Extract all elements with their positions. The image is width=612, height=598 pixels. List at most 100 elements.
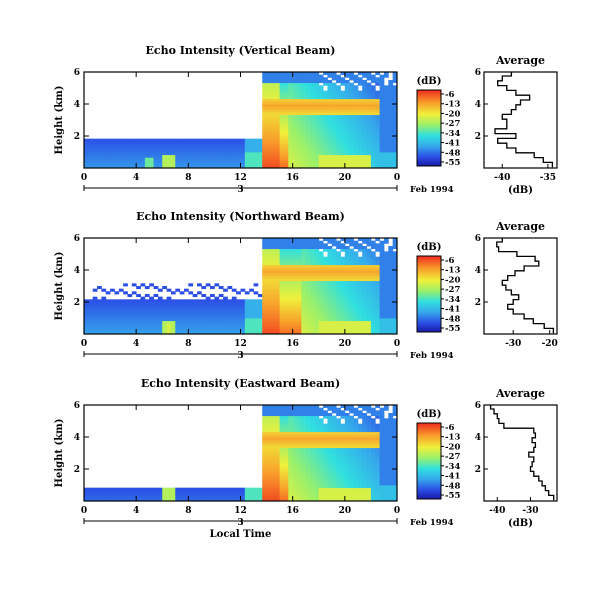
heatmap-cell — [262, 442, 267, 446]
heatmap-cell — [101, 160, 107, 164]
heatmap-cell — [375, 144, 381, 148]
heatmap-cell — [366, 410, 372, 414]
heatmap-cell — [244, 326, 250, 330]
heatmap-cell — [331, 77, 337, 81]
heatmap-cell — [231, 320, 237, 324]
heatmap-cell — [144, 146, 150, 150]
heatmap-cell — [318, 286, 324, 290]
heatmap-cell — [288, 447, 294, 451]
average-profile-point — [501, 77, 503, 79]
heatmap-cell — [279, 246, 285, 250]
heatmap-cell — [318, 498, 324, 502]
heatmap-cell — [314, 267, 320, 271]
heatmap-cell — [197, 331, 202, 335]
heatmap-cell — [192, 320, 198, 324]
heatmap-cell — [266, 490, 272, 494]
heatmap-cell — [318, 130, 324, 134]
x-tick-label: 16 — [286, 506, 299, 516]
heatmap-cell — [92, 299, 98, 303]
heatmap-cell — [362, 288, 367, 292]
heatmap-cell — [297, 259, 302, 263]
heatmap-cell — [336, 447, 341, 451]
heatmap-cell — [357, 157, 363, 161]
heatmap-cell — [336, 243, 341, 247]
heatmap-cell — [340, 149, 346, 153]
heatmap-cell — [201, 331, 207, 335]
heatmap-cell — [227, 302, 233, 306]
heatmap-cell — [262, 120, 267, 124]
heatmap-cell — [379, 74, 385, 78]
heatmap-cell — [279, 307, 285, 311]
heatmap-cell — [375, 405, 381, 409]
heatmap-cell — [188, 165, 194, 169]
heatmap-cell — [310, 138, 315, 142]
heatmap-cell — [388, 262, 394, 266]
heatmap-cell — [266, 138, 272, 142]
heatmap-cell — [331, 238, 337, 242]
heatmap-cell — [305, 291, 311, 295]
heatmap-cell — [336, 162, 341, 166]
heatmap-cell — [344, 138, 350, 142]
heatmap-cell — [288, 474, 294, 478]
heatmap-cell — [266, 439, 272, 443]
heatmap-cell — [370, 461, 376, 465]
heatmap-cell — [283, 413, 289, 417]
heatmap-cell — [253, 299, 259, 303]
heatmap-cell — [314, 128, 320, 132]
heatmap-cell — [136, 146, 141, 150]
heatmap-cell — [362, 256, 367, 260]
heatmap-cell — [197, 149, 202, 153]
heatmap-cell — [275, 82, 281, 86]
heatmap-cell — [379, 495, 385, 499]
heatmap-cell — [327, 275, 333, 279]
heatmap-cell — [314, 471, 320, 475]
heatmap-cell — [266, 426, 272, 430]
heatmap-cell — [327, 82, 333, 86]
heatmap-cell — [314, 101, 320, 105]
heatmap-cell — [392, 410, 398, 414]
heatmap-cell — [88, 326, 94, 330]
heatmap-cell — [349, 240, 354, 244]
heatmap-cell — [262, 146, 267, 150]
heatmap-cell — [262, 415, 267, 419]
heatmap-cell — [179, 320, 185, 324]
heatmap-cell — [310, 238, 315, 242]
heatmap-cell — [383, 469, 389, 473]
heatmap-cell — [288, 248, 294, 252]
heatmap-cell — [353, 466, 359, 470]
heatmap-cell — [323, 96, 328, 100]
heatmap-cell — [301, 114, 307, 118]
heatmap-cell — [205, 146, 211, 150]
heatmap-cell — [292, 125, 298, 129]
heatmap-cell — [318, 328, 324, 332]
heatmap-cell — [283, 320, 289, 324]
heatmap-cell — [305, 469, 311, 473]
heatmap-cell — [88, 141, 94, 145]
heatmap-cell — [305, 141, 311, 145]
heatmap-cell — [336, 485, 341, 489]
heatmap-cell — [375, 149, 381, 153]
heatmap-cell — [297, 122, 302, 126]
heatmap-cell — [292, 141, 298, 145]
heatmap-cell — [218, 498, 224, 502]
heatmap-cell — [288, 270, 294, 274]
heatmap-cell — [114, 299, 120, 303]
heatmap-cell — [292, 267, 298, 271]
heatmap-cell — [370, 323, 376, 327]
heatmap-cell — [270, 267, 276, 271]
heatmap-cell — [340, 490, 346, 494]
heatmap-cell — [366, 154, 372, 158]
heatmap-cell — [353, 315, 359, 319]
heatmap-cell — [375, 461, 381, 465]
heatmap-cell — [327, 267, 333, 271]
heatmap-cell — [353, 152, 359, 156]
heatmap-cell — [144, 138, 150, 142]
heatmap-cell — [331, 243, 337, 247]
heatmap-cell — [162, 323, 167, 327]
heatmap-cell — [105, 328, 111, 332]
heatmap-cell — [283, 114, 289, 118]
average-profile-point — [544, 487, 547, 489]
heatmap-cell — [210, 304, 215, 308]
heatmap-cell — [166, 490, 172, 494]
heatmap-cell — [370, 326, 376, 330]
